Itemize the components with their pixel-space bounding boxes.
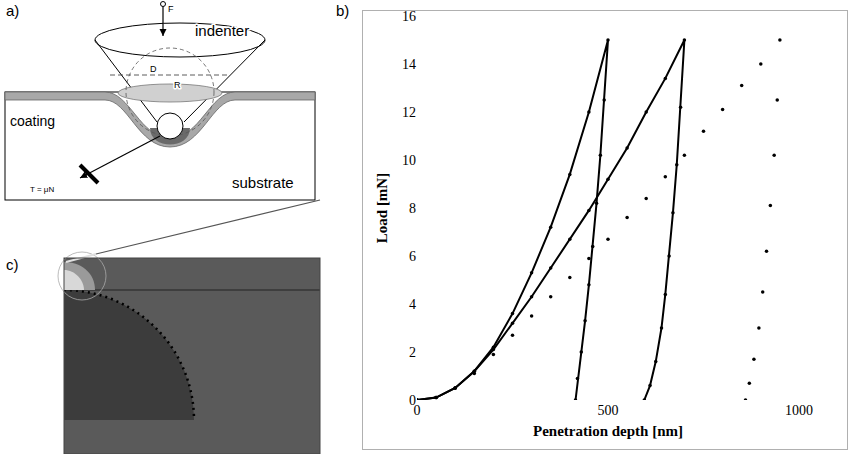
svg-text:500: 500 [598, 403, 619, 418]
svg-text:12: 12 [402, 105, 416, 120]
svg-text:R: R [174, 80, 181, 90]
svg-text:F: F [168, 4, 174, 14]
svg-text:1000: 1000 [785, 403, 813, 418]
svg-text:a): a) [6, 2, 19, 19]
svg-text:14: 14 [402, 57, 416, 72]
svg-text:10: 10 [402, 153, 416, 168]
svg-text:substrate: substrate [232, 174, 294, 191]
svg-text:indenter: indenter [195, 22, 249, 39]
svg-text:T = μN: T = μN [30, 185, 54, 194]
svg-text:0: 0 [414, 403, 421, 418]
svg-text:c): c) [6, 256, 19, 273]
svg-text:8: 8 [409, 201, 416, 216]
svg-text:6: 6 [409, 249, 416, 264]
svg-text:Load [mN]: Load [mN] [374, 173, 390, 243]
svg-text:16: 16 [402, 9, 416, 24]
svg-text:Penetration depth [nm]: Penetration depth [nm] [533, 423, 683, 439]
html-text:b): b) [336, 2, 350, 19]
svg-text:4: 4 [409, 297, 416, 312]
svg-text:2: 2 [409, 345, 416, 360]
svg-text:0: 0 [409, 393, 416, 408]
svg-text:coating: coating [10, 113, 55, 129]
svg-text:D: D [150, 64, 157, 74]
